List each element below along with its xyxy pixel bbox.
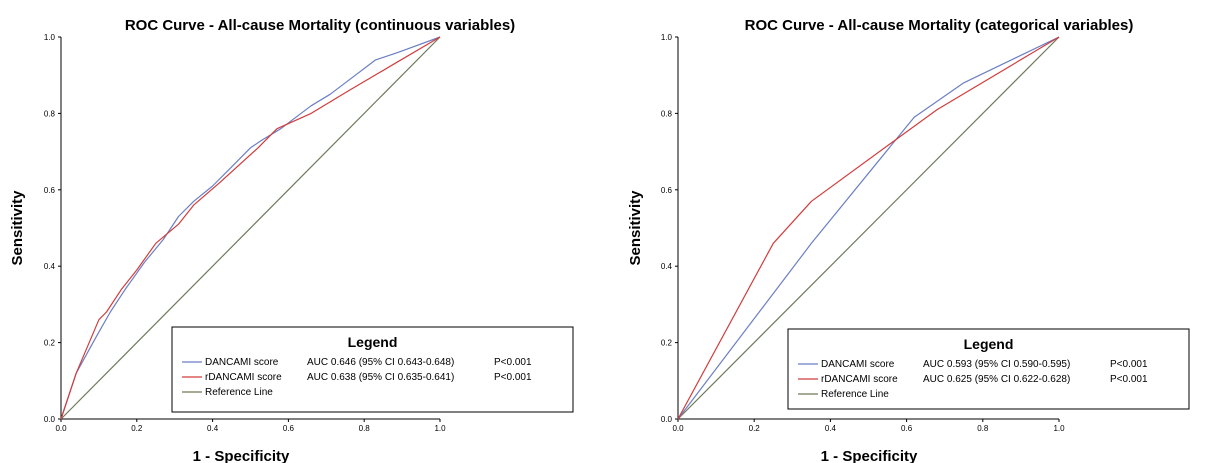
chart-panel-1: ROC Curve - All-cause Mortality (continu…: [9, 17, 574, 463]
y-tick-label: 0.8: [661, 109, 673, 118]
series-line-rdancami-score: [677, 36, 1060, 420]
y-tick-label: 0.0: [661, 415, 673, 424]
legend-entry-auc: AUC 0.638 (95% CI 0.635-0.641): [307, 372, 454, 383]
series-line-reference-line: [60, 36, 441, 420]
legend-entry-auc: AUC 0.593 (95% CI 0.590-0.595): [923, 359, 1070, 370]
x-tick-label: 1.0: [434, 424, 446, 433]
legend: Legend DANCAMI score AUC 0.593 (95% CI 0.5…: [787, 328, 1190, 410]
y-tick-label: 1.0: [44, 33, 56, 42]
series-line-dancami-score: [677, 36, 1060, 420]
y-tick-label: 0.8: [44, 109, 56, 118]
x-axis-label: 1 - Specificity: [193, 448, 290, 463]
y-tick-label: 0.2: [661, 339, 673, 348]
series-line-dancami-score: [60, 36, 441, 420]
x-tick-label: 0.4: [207, 424, 219, 433]
x-tick-label: 0.2: [131, 424, 143, 433]
chart-title: ROC Curve - All-cause Mortality (continu…: [125, 17, 515, 34]
x-tick-label: 0.2: [749, 424, 761, 433]
y-tick-label: 0.4: [661, 262, 673, 271]
x-tick-label: 1.0: [1053, 424, 1065, 433]
y-tick-label: 0.2: [44, 339, 56, 348]
legend-entry-p: P<0.001: [1110, 359, 1148, 370]
x-tick-label: 0.8: [977, 424, 989, 433]
legend-entry-auc: AUC 0.646 (95% CI 0.643-0.648): [307, 357, 454, 368]
legend-entry-name: Reference Line: [821, 389, 889, 400]
legend-box: [787, 328, 1190, 410]
y-tick-label: 0.6: [661, 186, 673, 195]
y-tick-label: 0.6: [44, 186, 56, 195]
legend-entry-name: DANCAMI score: [821, 359, 895, 370]
x-tick-label: 0.6: [283, 424, 295, 433]
legend-entry-p: P<0.001: [494, 357, 532, 368]
legend: Legend DANCAMI score AUC 0.646 (95% CI 0.6…: [171, 326, 574, 413]
series-line-reference-line: [677, 36, 1060, 420]
legend-title: Legend: [348, 334, 398, 350]
x-tick-label: 0.0: [672, 424, 684, 433]
x-axis-label: 1 - Specificity: [821, 448, 918, 463]
chart-panel-2: ROC Curve - All-cause Mortality (categor…: [627, 17, 1190, 463]
x-tick-label: 0.6: [901, 424, 913, 433]
legend-entry-p: P<0.001: [494, 372, 532, 383]
x-tick-label: 0.4: [825, 424, 837, 433]
y-tick-label: 0.0: [44, 415, 56, 424]
y-tick-label: 1.0: [661, 33, 673, 42]
legend-entry-name: rDANCAMI score: [205, 372, 282, 383]
legend-title: Legend: [964, 336, 1014, 352]
y-axis-label: Sensitivity: [627, 190, 644, 266]
legend-box: [171, 326, 574, 413]
legend-entry-name: Reference Line: [205, 387, 273, 398]
chart-title: ROC Curve - All-cause Mortality (categor…: [745, 17, 1134, 34]
y-axis-label: Sensitivity: [9, 190, 26, 266]
x-tick-label: 0.0: [55, 424, 67, 433]
legend-entry-name: rDANCAMI score: [821, 374, 898, 385]
legend-entry-name: DANCAMI score: [205, 357, 279, 368]
x-tick-label: 0.8: [359, 424, 371, 433]
series-line-rdancami-score: [60, 36, 441, 420]
legend-entry-auc: AUC 0.625 (95% CI 0.622-0.628): [923, 374, 1070, 385]
y-tick-label: 0.4: [44, 262, 56, 271]
legend-entry-p: P<0.001: [1110, 374, 1148, 385]
